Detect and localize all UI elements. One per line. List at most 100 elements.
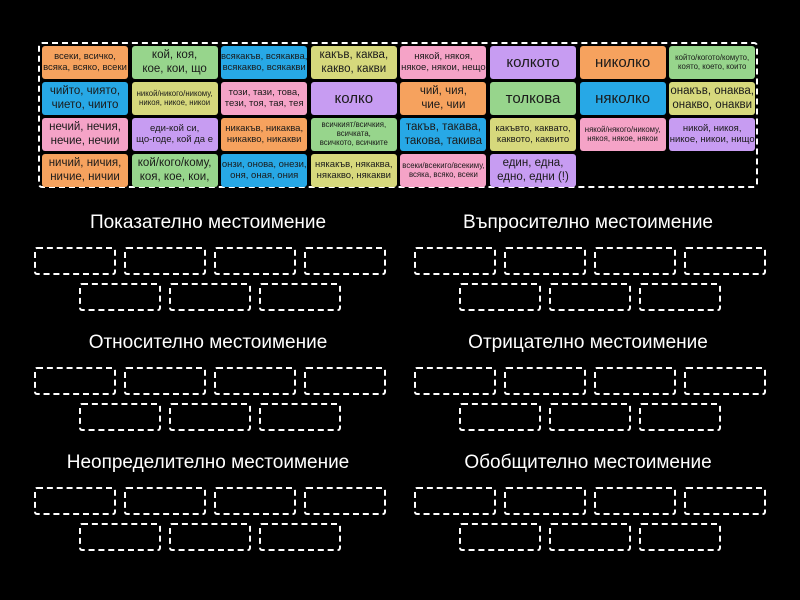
drop-slot[interactable] bbox=[639, 523, 721, 551]
word-tile[interactable]: какъвто, каквато, каквото, каквито bbox=[490, 118, 576, 151]
word-tile[interactable]: такъв, такава, такова, такива bbox=[400, 118, 487, 151]
drop-slot[interactable] bbox=[34, 367, 116, 395]
drop-slot[interactable] bbox=[34, 247, 116, 275]
drop-slot[interactable] bbox=[304, 247, 386, 275]
drop-slot[interactable] bbox=[259, 283, 341, 311]
drop-slot[interactable] bbox=[549, 403, 631, 431]
word-tile[interactable]: онакъв, онаква, онакво, онакви bbox=[669, 82, 756, 115]
tile-text: чийто, чиято, bbox=[49, 85, 121, 98]
drop-slot[interactable] bbox=[504, 367, 586, 395]
drop-slot[interactable] bbox=[214, 367, 296, 395]
tile-text: някоя, някое, някои bbox=[587, 133, 658, 143]
word-tile[interactable]: който/когото/комуто, която, което, които bbox=[669, 46, 756, 79]
word-tile[interactable]: този, тази, това, тези, тоя, тая, тея bbox=[221, 82, 308, 115]
word-tile[interactable]: нечий, нечия, нечие, нечии bbox=[42, 118, 128, 151]
tile-text: нечие, нечии bbox=[50, 134, 120, 147]
tile-text: толкова bbox=[505, 89, 561, 107]
group-title: Обобщително местоимение bbox=[464, 452, 712, 473]
drop-slot[interactable] bbox=[259, 403, 341, 431]
drop-slot[interactable] bbox=[169, 283, 251, 311]
drop-slot[interactable] bbox=[304, 487, 386, 515]
drop-slot[interactable] bbox=[414, 487, 496, 515]
word-tile[interactable]: всякакъв, всякаква, всякакво, всякакви bbox=[221, 46, 308, 79]
drop-slot[interactable] bbox=[549, 523, 631, 551]
word-tile[interactable]: някой, някоя, някое, някои, нещо bbox=[400, 46, 487, 79]
word-tile[interactable]: колко bbox=[310, 82, 397, 115]
drop-slot[interactable] bbox=[124, 247, 206, 275]
word-tile[interactable]: чийто, чиято, чието, чиито bbox=[42, 82, 128, 115]
drop-slot[interactable] bbox=[169, 523, 251, 551]
drop-slot[interactable] bbox=[639, 403, 721, 431]
tile-text: такова, такива bbox=[404, 134, 482, 147]
drop-slot[interactable] bbox=[504, 247, 586, 275]
drop-slot[interactable] bbox=[214, 487, 296, 515]
word-tile[interactable]: никакъв, никаква, никакво, никакви bbox=[221, 118, 308, 151]
word-tile[interactable]: никой, никоя, никое, никои, нищо bbox=[669, 118, 756, 151]
word-tile[interactable]: няколко bbox=[579, 82, 666, 115]
group-title: Неопределително местоимение bbox=[66, 452, 350, 473]
drop-slot[interactable] bbox=[594, 247, 676, 275]
word-tile[interactable]: какъв, каква, какво, какви bbox=[310, 46, 397, 79]
group-title: Отрицателно местоимение bbox=[468, 332, 708, 353]
drop-slot[interactable] bbox=[79, 403, 161, 431]
tile-text: колкото bbox=[506, 53, 560, 71]
word-tile[interactable]: всеки/всекиго/всекиму, всяка, всяко, всек… bbox=[400, 154, 487, 187]
word-tile[interactable]: кой, коя, кое, кои, що bbox=[131, 46, 218, 79]
tile-text: чието, чиито bbox=[51, 98, 119, 111]
tile-text: никое, никои, нищо bbox=[669, 133, 755, 145]
word-tile[interactable]: никой/никого/никому, никоя, никое, никои bbox=[131, 82, 218, 115]
drop-slot[interactable] bbox=[79, 283, 161, 311]
tile-text: всеки/всекиго/всекиму, bbox=[402, 160, 485, 170]
drop-slot[interactable] bbox=[594, 487, 676, 515]
drop-slot[interactable] bbox=[79, 523, 161, 551]
tile-text: никоя, никое, никои bbox=[139, 97, 211, 107]
drop-slot[interactable] bbox=[684, 367, 766, 395]
drop-slot[interactable] bbox=[459, 403, 541, 431]
word-tile[interactable]: кой/кого/кому, коя, кое, кои, bbox=[131, 154, 218, 187]
drop-slot[interactable] bbox=[414, 247, 496, 275]
drop-slot[interactable] bbox=[259, 523, 341, 551]
drop-slot[interactable] bbox=[504, 487, 586, 515]
word-tile[interactable]: николко bbox=[579, 46, 666, 79]
drop-slot[interactable] bbox=[459, 283, 541, 311]
drop-slot[interactable] bbox=[124, 487, 206, 515]
word-tile[interactable]: някакъв, някаква, някакво, някакви bbox=[310, 154, 397, 187]
group-title: Показателно местоимение bbox=[89, 212, 327, 233]
drop-slot[interactable] bbox=[414, 367, 496, 395]
drop-slot[interactable] bbox=[594, 367, 676, 395]
tile-text: този, тази, това, bbox=[228, 86, 300, 98]
tile-text: онакъв, онаква, bbox=[670, 85, 754, 98]
word-tile[interactable]: толкова bbox=[490, 82, 576, 115]
drop-slot[interactable] bbox=[459, 523, 541, 551]
word-tile[interactable]: всичкият/всичкия, всичката, всичкото, всич… bbox=[310, 118, 397, 151]
drop-slot[interactable] bbox=[304, 367, 386, 395]
drop-slot[interactable] bbox=[684, 247, 766, 275]
tile-text: кое, кои, що bbox=[142, 62, 207, 75]
drop-slot[interactable] bbox=[214, 247, 296, 275]
tile-text: един, една, bbox=[502, 157, 564, 170]
word-tile[interactable]: всеки, всичко, всяка, всяко, всеки bbox=[42, 46, 128, 79]
tile-text: който/когото/комуто, bbox=[675, 52, 750, 62]
word-tile[interactable]: някой/някого/никому, някоя, някое, някои bbox=[579, 118, 666, 151]
tile-text: какъв, каква, bbox=[319, 49, 389, 62]
drop-slot[interactable] bbox=[124, 367, 206, 395]
word-tile[interactable]: ничий, ничия, ничие, ничии bbox=[42, 154, 128, 187]
drop-slot[interactable] bbox=[639, 283, 721, 311]
drop-slot[interactable] bbox=[169, 403, 251, 431]
tile-text: никакъв, никаква, bbox=[225, 122, 304, 134]
drop-slot[interactable] bbox=[34, 487, 116, 515]
tile-text: чий, чия, bbox=[419, 85, 467, 98]
word-tile[interactable]: един, една, едно, едни (!) bbox=[490, 154, 576, 187]
tile-text: ничий, ничия, bbox=[48, 157, 122, 170]
tile-text: такъв, такава, bbox=[405, 121, 481, 134]
drop-slot[interactable] bbox=[549, 283, 631, 311]
word-tile[interactable]: чий, чия, чие, чии bbox=[400, 82, 487, 115]
word-tile[interactable]: онзи, онова, онези, оня, оная, ония bbox=[221, 154, 308, 187]
tile-text: всичката, bbox=[336, 129, 371, 139]
tile-text: никакво, никакви bbox=[226, 133, 302, 145]
drop-slot[interactable] bbox=[684, 487, 766, 515]
word-tile[interactable]: колкото bbox=[490, 46, 576, 79]
tile-text: никой/никого/никому, bbox=[136, 88, 213, 98]
word-tile[interactable]: еди-кой си, що-годе, кой да е bbox=[131, 118, 218, 151]
